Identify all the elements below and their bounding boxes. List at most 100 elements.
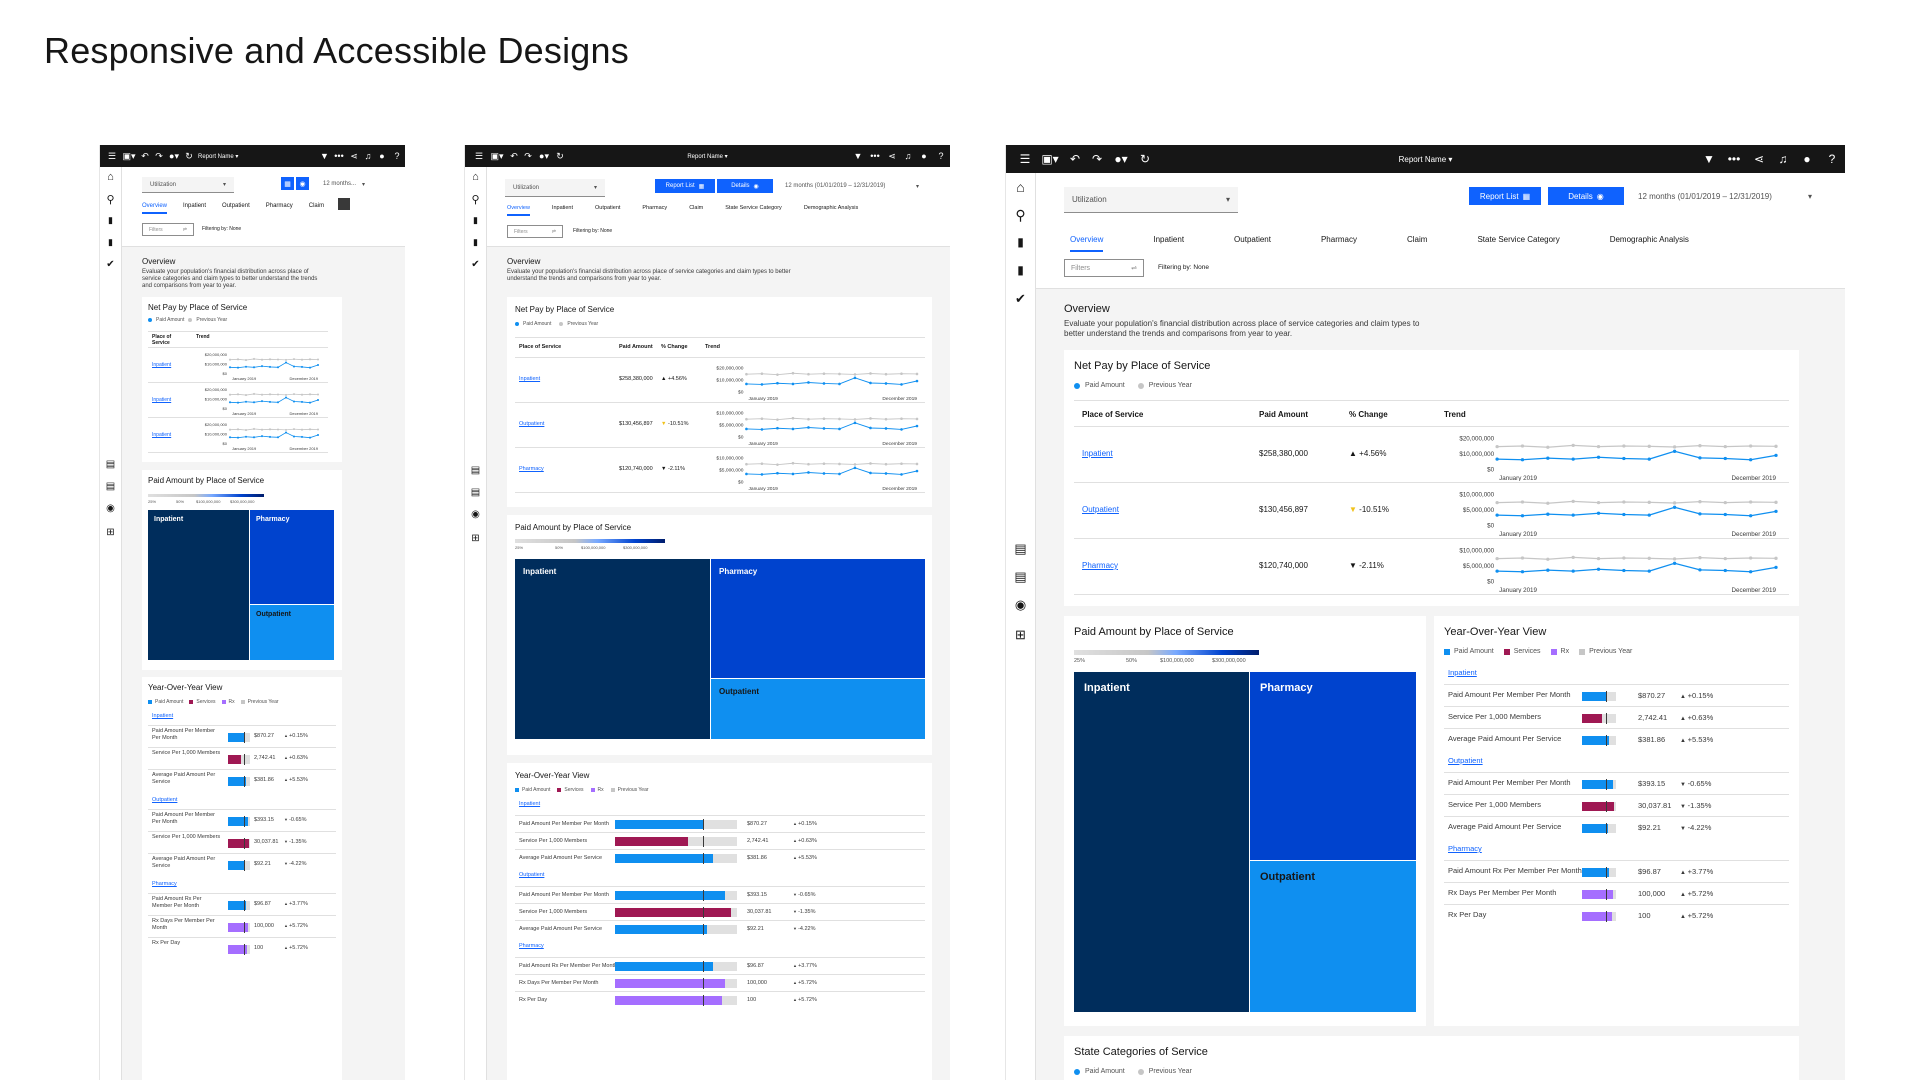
filters-input[interactable]: Filters ⇌ (1064, 259, 1144, 277)
refresh-icon[interactable]: ↻ (185, 150, 193, 161)
play-icon[interactable]: ●▾ (169, 150, 179, 161)
date-range-select[interactable]: 12 months... ▾ (315, 177, 373, 191)
save-icon[interactable]: ▣▾ (490, 150, 504, 161)
tab-claim[interactable]: Claim (689, 205, 704, 211)
date-range-select[interactable]: 12 months (01/01/2019 – 12/31/2019) ▾ (777, 179, 927, 193)
tab-demographic-analysis[interactable]: Demographic Analysis (803, 205, 859, 211)
user-avatar-icon[interactable]: ◉ (106, 503, 115, 514)
search-icon[interactable]: ⚲ (106, 194, 115, 206)
overflow-icon[interactable]: ••• (870, 150, 880, 161)
undo-icon[interactable]: ↶ (1069, 152, 1081, 166)
treemap-tile-pharmacy[interactable]: Pharmacy (250, 510, 334, 604)
save-icon[interactable]: ▣▾ (1041, 152, 1059, 166)
yoy-group-link[interactable]: Pharmacy (1448, 844, 1482, 853)
yoy-group-link[interactable]: Pharmacy (152, 881, 177, 887)
folder-shared-icon[interactable]: ▮ (473, 237, 478, 247)
search-icon[interactable]: ⚲ (1015, 207, 1026, 223)
user-icon[interactable]: ● (1803, 152, 1811, 166)
report-list-button[interactable]: Report List ▦ (655, 179, 715, 193)
home-icon[interactable]: ⌂ (1016, 179, 1025, 195)
tab-inpatient[interactable]: Inpatient (1153, 235, 1185, 244)
treemap-tile-inpatient[interactable]: Inpatient (515, 559, 710, 739)
yoy-group-link[interactable]: Outpatient (1448, 756, 1483, 765)
folder-icon[interactable]: ▮ (473, 215, 478, 225)
yoy-group-link[interactable]: Inpatient (1448, 668, 1477, 677)
menu-icon[interactable]: ☰ (1019, 152, 1031, 166)
notification-icon[interactable]: ♫ (904, 150, 912, 161)
add-icon[interactable]: ⊞ (106, 527, 115, 538)
user-icon[interactable]: ● (379, 150, 385, 161)
folder-shared-icon[interactable]: ▮ (108, 237, 113, 247)
tab-inpatient[interactable]: Inpatient (551, 205, 574, 211)
tab-overflow-button[interactable] (338, 198, 350, 210)
user-avatar-icon[interactable]: ◉ (1014, 597, 1027, 612)
share-icon[interactable]: ⋖ (1753, 152, 1765, 166)
redo-icon[interactable]: ↷ (155, 150, 163, 161)
checkmark-icon[interactable]: ✔ (471, 259, 480, 270)
treemap-tile-outpatient[interactable]: Outpatient (1250, 861, 1416, 1012)
yoy-group-link[interactable]: Outpatient (519, 872, 545, 878)
menu-icon[interactable]: ☰ (474, 150, 484, 161)
treemap-tile-pharmacy[interactable]: Pharmacy (1250, 672, 1416, 860)
folder-icon[interactable]: ▮ (1017, 235, 1024, 249)
add-icon[interactable]: ⊞ (1015, 627, 1026, 642)
filter-icon[interactable]: ▼ (1703, 152, 1715, 166)
treemap-tile-inpatient[interactable]: Inpatient (148, 510, 249, 660)
user-avatar-icon[interactable]: ◉ (471, 509, 480, 520)
utilization-select[interactable]: Utilization ▾ (1064, 187, 1238, 213)
tab-pharmacy[interactable]: Pharmacy (1320, 235, 1357, 244)
play-icon[interactable]: ●▾ (1114, 152, 1128, 166)
yoy-group-link[interactable]: Inpatient (519, 801, 541, 807)
tab-outpatient[interactable]: Outpatient (595, 205, 621, 211)
details-button[interactable]: ◉ (296, 177, 309, 190)
undo-icon[interactable]: ↶ (141, 150, 149, 161)
tab-state-service-category[interactable]: State Service Category (725, 205, 782, 211)
notification-icon[interactable]: ♫ (1778, 152, 1788, 166)
refresh-icon[interactable]: ↻ (556, 150, 564, 161)
tab-outpatient[interactable]: Outpatient (222, 203, 250, 209)
report-list-button[interactable]: Report List ▦ (1469, 187, 1541, 205)
filter-icon[interactable]: ▼ (320, 150, 329, 161)
notification-icon[interactable]: ♫ (364, 150, 372, 161)
tab-outpatient[interactable]: Outpatient (1234, 235, 1271, 244)
treemap-tile-outpatient[interactable]: Outpatient (711, 679, 925, 739)
redo-icon[interactable]: ↷ (1091, 152, 1103, 166)
add-icon[interactable]: ⊞ (471, 533, 480, 544)
tab-claim[interactable]: Claim (1406, 235, 1428, 244)
details-button[interactable]: Details ◉ (717, 179, 773, 193)
date-range-select[interactable]: 12 months (01/01/2019 – 12/31/2019) ▾ (1630, 187, 1820, 205)
help-icon[interactable]: ? (394, 150, 400, 161)
checkmark-icon[interactable]: ✔ (106, 259, 115, 270)
details-button[interactable]: Details ◉ (1548, 187, 1624, 205)
overflow-icon[interactable]: ••• (1727, 152, 1741, 166)
tab-demographic-analysis[interactable]: Demographic Analysis (1609, 235, 1689, 244)
filters-input[interactable]: Filters ⇌ (142, 223, 194, 236)
share-icon[interactable]: ⋖ (888, 150, 896, 161)
share-icon[interactable]: ⋖ (350, 150, 358, 161)
tab-inpatient[interactable]: Inpatient (183, 203, 207, 209)
tab-overview[interactable]: Overview (507, 205, 530, 216)
report-name-menu[interactable]: Report Name ▾ (1398, 154, 1453, 164)
treemap-tile-inpatient[interactable]: Inpatient (1074, 672, 1249, 1012)
yoy-group-link[interactable]: Inpatient (152, 713, 174, 719)
tab-pharmacy[interactable]: Pharmacy (265, 203, 293, 209)
table-alt-icon[interactable]: ▤ (470, 487, 481, 498)
report-list-button[interactable]: ▦ (281, 177, 294, 190)
overflow-icon[interactable]: ••• (334, 150, 344, 161)
user-icon[interactable]: ● (921, 150, 927, 161)
table-alt-icon[interactable]: ▤ (105, 481, 116, 492)
utilization-select[interactable]: Utilization ▾ (142, 177, 234, 193)
home-icon[interactable]: ⌂ (472, 171, 479, 183)
yoy-group-link[interactable]: Pharmacy (519, 943, 544, 949)
tab-claim[interactable]: Claim (308, 203, 325, 209)
tab-overview[interactable]: Overview (142, 203, 168, 214)
search-icon[interactable]: ⚲ (471, 194, 480, 206)
save-icon[interactable]: ▣▾ (122, 150, 136, 161)
folder-icon[interactable]: ▮ (108, 215, 113, 225)
treemap-tile-outpatient[interactable]: Outpatient (250, 605, 334, 660)
filters-input[interactable]: Filters ⇌ (507, 225, 563, 238)
tab-pharmacy[interactable]: Pharmacy (642, 205, 668, 211)
report-name-menu[interactable]: Report Name ▾ (687, 153, 728, 160)
yoy-group-link[interactable]: Outpatient (152, 797, 178, 803)
tab-overview[interactable]: Overview (1070, 235, 1104, 252)
